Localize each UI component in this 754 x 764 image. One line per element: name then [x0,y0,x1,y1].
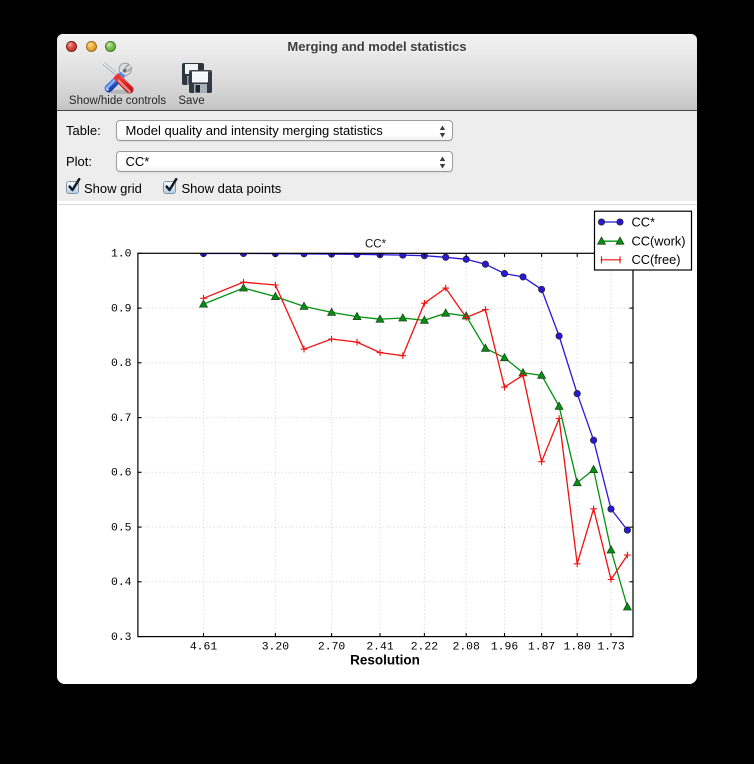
svg-text:2.08: 2.08 [453,642,481,654]
svg-text:2.41: 2.41 [366,642,394,654]
svg-text:0.9: 0.9 [111,303,132,315]
svg-text:0.3: 0.3 [111,632,132,644]
svg-text:CC*: CC* [365,239,387,251]
svg-text:2.70: 2.70 [318,642,346,654]
svg-text:Resolution: Resolution [350,653,420,668]
svg-text:0.8: 0.8 [111,358,132,370]
svg-text:CC(work): CC(work) [632,234,686,249]
svg-text:0.4: 0.4 [111,577,132,589]
svg-text:0.7: 0.7 [111,413,132,425]
svg-text:1.80: 1.80 [564,642,592,654]
svg-text:CC(free): CC(free) [632,252,681,267]
svg-text:0.5: 0.5 [111,522,132,534]
svg-text:1.96: 1.96 [491,642,519,654]
svg-text:CC*: CC* [632,214,655,229]
svg-text:0.6: 0.6 [111,468,132,480]
svg-text:2.22: 2.22 [411,642,439,654]
svg-text:4.61: 4.61 [190,642,218,654]
svg-text:1.87: 1.87 [528,642,555,654]
svg-text:3.20: 3.20 [262,642,290,654]
svg-text:1.73: 1.73 [597,642,625,654]
svg-text:1.0: 1.0 [111,249,132,261]
